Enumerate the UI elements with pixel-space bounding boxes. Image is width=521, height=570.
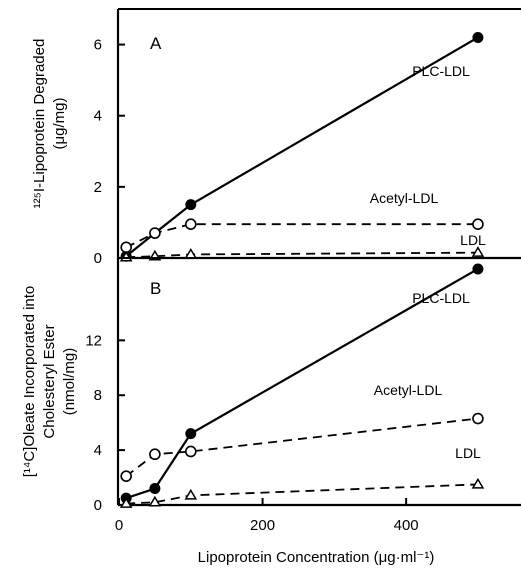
series-line-plc-ldl [125, 36, 479, 258]
data-point-open-triangle [119, 497, 133, 508]
y-tick-label: 4 [94, 442, 102, 459]
data-point-open-circle [149, 227, 161, 239]
y-tick-label: 0 [94, 497, 102, 514]
series-line-plc-ldl [125, 268, 479, 500]
data-point-filled-circle [472, 263, 484, 275]
series-label: Acetyl-LDL [374, 382, 443, 398]
y-tick-label: 2 [94, 179, 102, 196]
shared-x-axis: 0 200 400 Lipoprotein Concentration (μg·ml⁻… [115, 498, 435, 566]
y-axis-title-line: (μg/mg) [51, 98, 68, 150]
y-axis-title-line: (nmol/mg) [61, 348, 78, 416]
data-point-open-circle [472, 412, 484, 425]
x-tick-label: 400 [394, 517, 419, 534]
data-point-filled-circle [472, 31, 484, 43]
series-label: PLC-LDL [412, 290, 470, 306]
y-tick-label: 12 [85, 332, 102, 349]
series-label: LDL [455, 445, 481, 461]
x-tick-label: 200 [250, 517, 275, 534]
data-point-filled-circle [149, 483, 161, 495]
y-axis-title-line: [¹⁴C]Oleate Incorporated into [21, 286, 38, 478]
data-point-open-circle [184, 218, 197, 231]
data-point-open-triangle [148, 495, 162, 507]
data-point-filled-circle [185, 199, 197, 211]
data-point-filled-circle [185, 428, 197, 440]
x-tick-label: 0 [115, 517, 123, 534]
series-line-acetyl-ldl [125, 417, 479, 477]
data-point-open-triangle [471, 246, 485, 257]
series-line-ldl [126, 483, 478, 505]
y-tick-label: 4 [94, 108, 102, 125]
data-point-open-circle [184, 445, 197, 458]
panel-a: 0 2 4 6 ¹²⁵I-Lipoprotein Degraded (μg/mg) A PLC… [31, 8, 521, 267]
panel-letter: B [150, 279, 161, 298]
series-label: LDL [460, 232, 486, 248]
data-point-open-triangle [471, 477, 485, 489]
y-axis-title-line: ¹²⁵I-Lipoprotein Degraded [31, 39, 48, 209]
series-label: Acetyl-LDL [370, 190, 439, 206]
y-axis-title-line: Cholesteryl Ester [41, 324, 58, 438]
panel-letter: A [150, 34, 162, 53]
series-label: PLC-LDL [412, 63, 470, 79]
data-point-open-circle [149, 448, 161, 461]
data-point-open-circle [472, 218, 484, 231]
x-axis-title: Lipoprotein Concentration (μg·ml⁻¹) [198, 549, 435, 566]
series-line-acetyl-ldl [125, 223, 478, 249]
data-point-open-circle [120, 470, 132, 482]
panel-b: 0 4 8 12 [¹⁴C]Oleate Incorporated into Choles… [21, 257, 521, 514]
y-tick-label: 8 [94, 387, 102, 404]
data-point-open-triangle [184, 488, 198, 500]
y-tick-label: 0 [94, 250, 102, 267]
y-tick-label: 6 [94, 37, 102, 54]
series-line-ldl [126, 251, 478, 259]
